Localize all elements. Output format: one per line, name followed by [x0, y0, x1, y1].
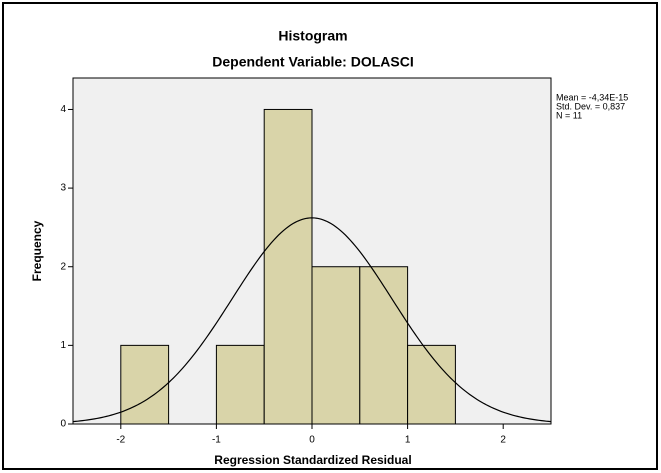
bar	[215, 344, 265, 425]
bar	[263, 108, 313, 425]
x-tick-label: -1	[212, 435, 221, 446]
y-tick-label: 0	[60, 419, 66, 430]
chart-title: Histogram	[278, 28, 347, 44]
x-tick-label: 2	[500, 435, 506, 446]
stat-label: Std. Dev. = 0,837	[556, 101, 625, 111]
y-tick-label: 2	[60, 261, 66, 272]
bar	[359, 266, 409, 425]
x-axis-label: Regression Standardized Residual	[214, 453, 411, 467]
y-tick-label: 4	[60, 104, 66, 115]
bar	[311, 266, 361, 425]
x-tick-label: 1	[405, 435, 411, 446]
y-tick-label: 3	[60, 183, 66, 194]
y-tick-label: 1	[60, 340, 66, 351]
stat-label: N = 11	[556, 110, 582, 120]
bar	[407, 344, 456, 425]
x-tick-label: 0	[309, 435, 315, 446]
normal-curve	[72, 217, 552, 423]
stat-label: Mean = -4,34E-15	[556, 92, 628, 102]
bar	[120, 344, 170, 425]
chart-subtitle: Dependent Variable: DOLASCI	[212, 54, 413, 70]
x-tick-label: -2	[116, 435, 125, 446]
y-axis-label: Frequency	[30, 220, 44, 281]
